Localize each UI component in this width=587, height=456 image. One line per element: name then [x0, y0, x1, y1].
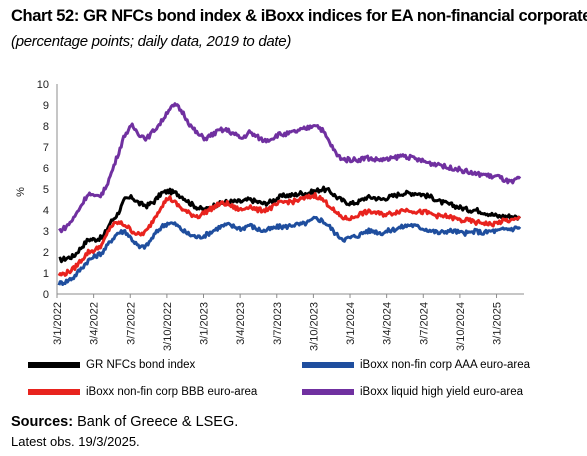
series-line-iboxx-non-fin-corp-bbb-euro-area [57, 192, 522, 277]
x-tick-label: 3/7/2022 [125, 302, 137, 345]
y-tick-label: 0 [43, 289, 49, 301]
y-tick-label: 7 [43, 142, 49, 154]
x-tick-label: 3/4/2024 [382, 302, 394, 345]
x-tick-label: 3/4/2023 [235, 302, 247, 345]
chart-subtitle: (percentage points; daily data, 2019 to … [11, 33, 292, 50]
y-tick-label: 3 [43, 226, 49, 238]
x-tick-label: 3/7/2023 [272, 302, 284, 345]
chart-series [57, 102, 522, 286]
legend-label-aaa: iBoxx non-fin corp AAA euro-area [360, 359, 531, 371]
x-tick-label: 3/1/2022 [52, 302, 64, 345]
legend-item-gr-nfcs: GR NFCs bond index [28, 359, 195, 371]
y-tick-label: 5 [43, 184, 49, 196]
legend-swatch-aaa [302, 362, 354, 368]
series-line-gr-nfcs-bond-index [58, 185, 522, 264]
y-tick-label: 1 [43, 268, 49, 280]
x-tick-label: 3/1/2024 [345, 302, 357, 345]
sources-text: Bank of Greece & LSEG. [73, 414, 239, 430]
legend-swatch-bbb [28, 389, 80, 395]
x-tick-label: 3/1/2025 [492, 302, 504, 345]
x-tick-label: 3/10/2022 [162, 302, 174, 351]
line-chart: 0 1 2 3 4 5 6 7 8 9 10% 3/1/2022 3/4/2022 3/7/2022 3/1… [15, 79, 524, 351]
latest-observation: Latest obs. 19/3/2025. [11, 434, 140, 449]
sources-note: Sources: Bank of Greece & LSEG. [11, 414, 238, 430]
y-tick-label: 2 [43, 247, 49, 259]
legend-label-gr-nfcs: GR NFCs bond index [86, 359, 196, 371]
x-tick-label: 3/10/2023 [308, 302, 320, 351]
legend-item-aaa: iBoxx non-fin corp AAA euro-area [302, 359, 530, 371]
y-tick-label: 10 [37, 79, 49, 91]
x-tick-label: 3/7/2024 [418, 302, 430, 345]
y-tick-label: 8 [43, 121, 49, 133]
chart-legend: GR NFCs bond index iBoxx non-fin corp AA… [28, 359, 548, 409]
y-tick-label: 4 [43, 205, 49, 217]
chart-title: Chart 52: GR NFCs bond index & iBoxx ind… [11, 7, 587, 25]
legend-swatch-high-yield [302, 389, 354, 395]
x-tick-label: 3/1/2023 [199, 302, 211, 345]
y-tick-label: 6 [43, 163, 49, 175]
legend-item-high-yield: iBoxx liquid high yield euro-area [302, 386, 523, 398]
y-tick-label: 9 [43, 100, 49, 112]
series-line-iboxx-liquid-high-yield-euro-area [58, 102, 522, 234]
x-tick-label: 3/4/2022 [89, 302, 101, 345]
legend-swatch-gr-nfcs [28, 362, 80, 368]
legend-label-high-yield: iBoxx liquid high yield euro-area [360, 386, 524, 398]
x-tick-label: 3/10/2024 [455, 302, 467, 351]
y-axis-label: % [15, 187, 27, 197]
series-line-iboxx-non-fin-corp-aaa-euro-area [57, 215, 522, 286]
legend-item-bbb: iBoxx non-fin corp BBB euro-area [28, 386, 257, 398]
sources-label: Sources: [11, 414, 74, 430]
chart-axes: 0 1 2 3 4 5 6 7 8 9 10% 3/1/2022 3/4/2022 3/7/2022 3/1… [15, 79, 524, 351]
legend-label-bbb: iBoxx non-fin corp BBB euro-area [86, 386, 258, 398]
